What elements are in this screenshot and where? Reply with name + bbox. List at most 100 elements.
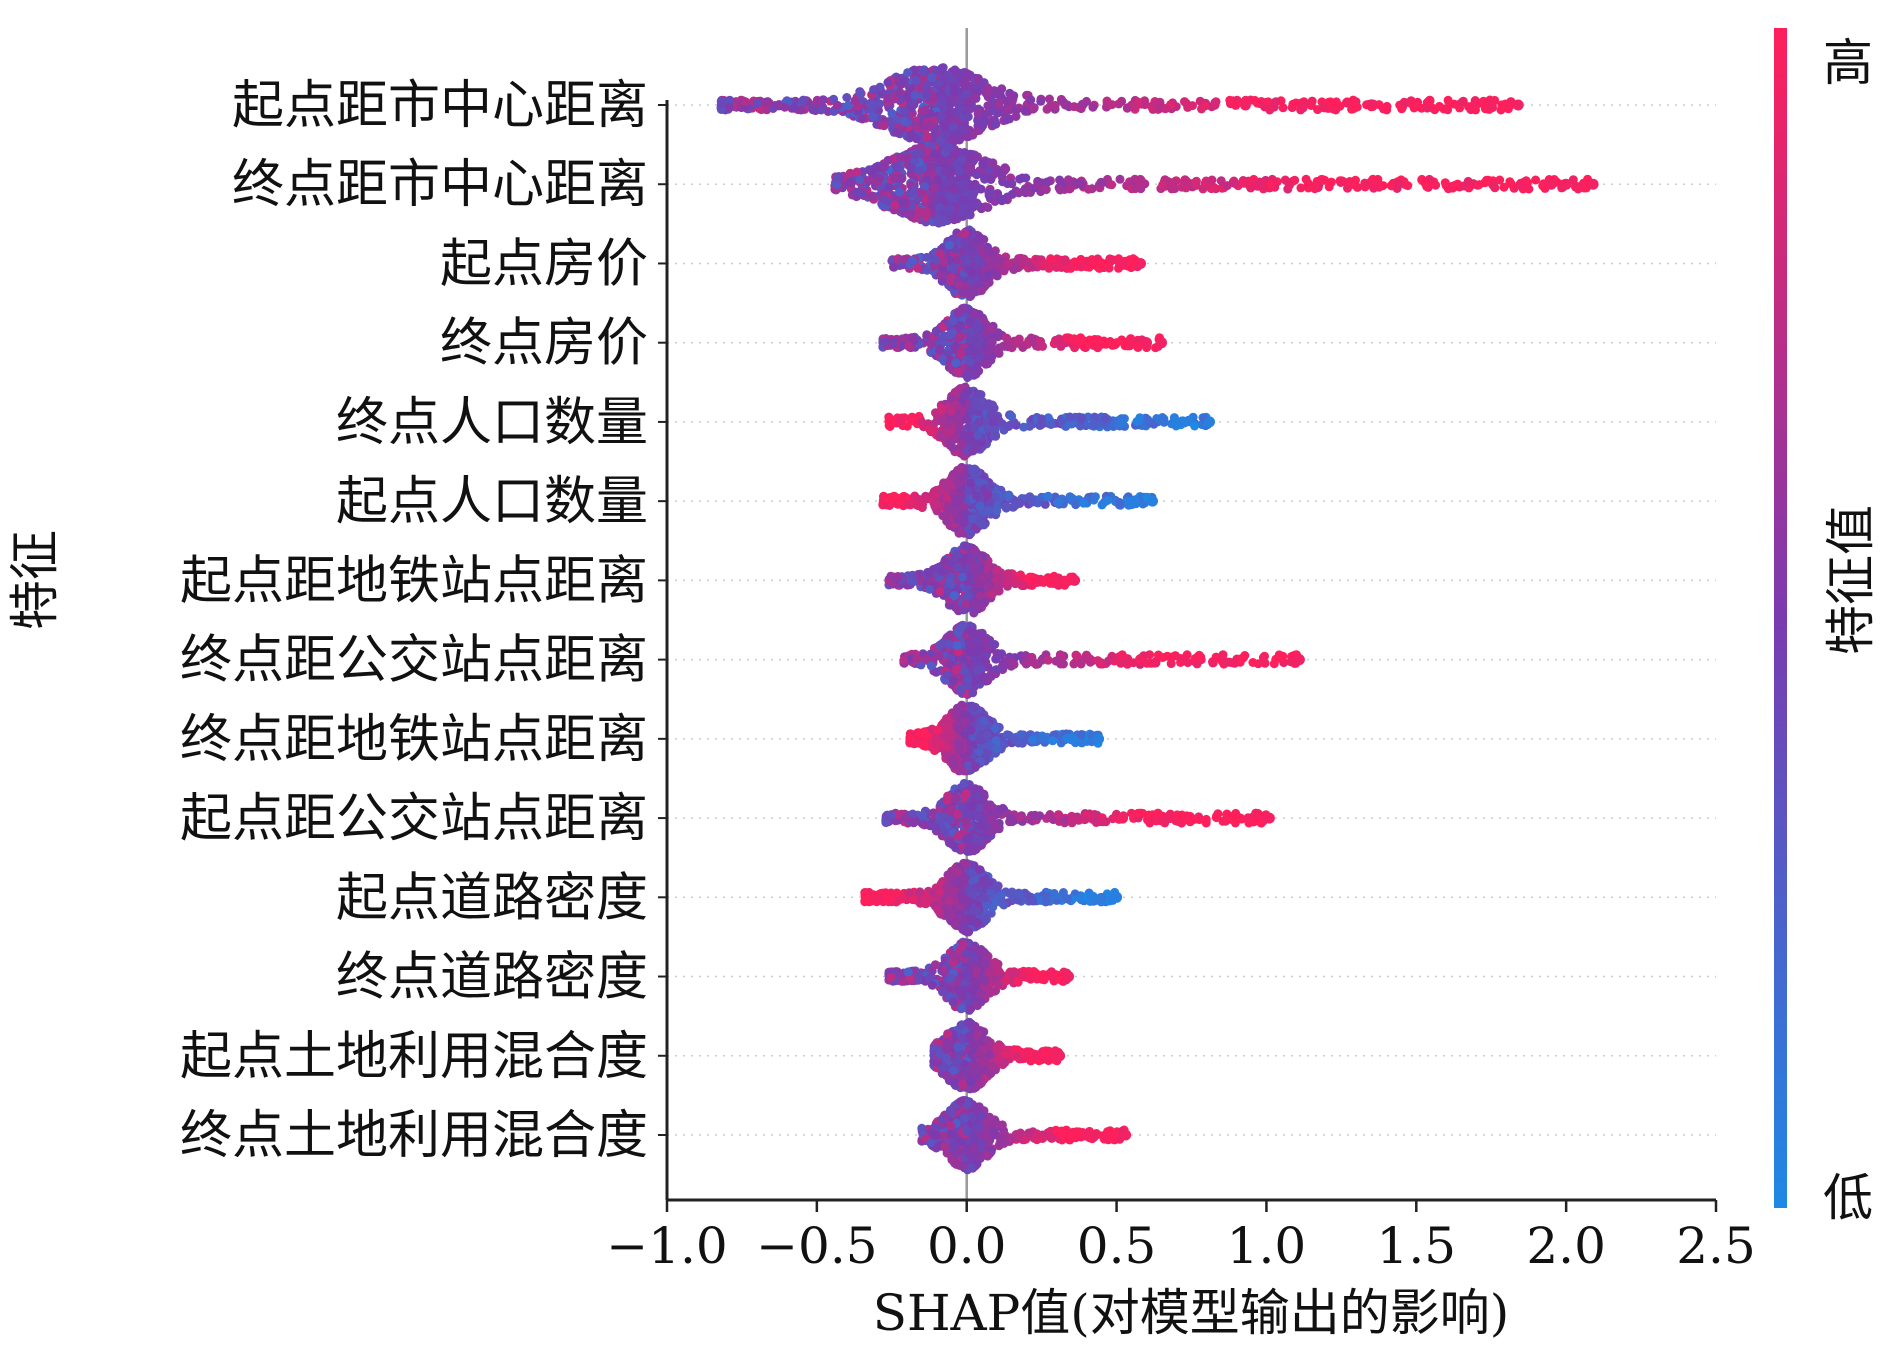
shap-point (944, 576, 954, 586)
shap-point (953, 307, 963, 317)
shap-point (892, 76, 902, 86)
shap-point (867, 191, 877, 201)
shap-point (1149, 658, 1159, 668)
shap-point (991, 431, 1000, 441)
shap-point (949, 136, 959, 146)
shap-point (1050, 100, 1060, 110)
shap-point (990, 413, 1000, 423)
shap-point (1029, 103, 1039, 113)
shap-point (922, 252, 932, 262)
shap-outlier-point (1117, 257, 1129, 269)
shap-point (1132, 341, 1142, 351)
shap-point (894, 415, 904, 425)
shap-point (942, 670, 952, 680)
points-layer (716, 63, 1599, 1175)
shap-point (939, 256, 949, 266)
shap-point (1378, 181, 1388, 191)
shap-point (991, 119, 1001, 129)
shap-point (967, 181, 977, 191)
shap-point (889, 339, 899, 349)
shap-point (995, 194, 1005, 203)
shap-point (953, 550, 962, 560)
shap-point (962, 387, 972, 397)
shap-point (951, 358, 961, 368)
shap-point (929, 149, 939, 159)
shap-point (1064, 184, 1074, 194)
shap-outlier-point (1204, 416, 1215, 428)
shap-point (973, 322, 983, 331)
shap-point (1307, 96, 1317, 106)
shap-point (986, 175, 996, 184)
shap-point (1117, 417, 1127, 427)
shap-point (948, 443, 958, 453)
shap-point (961, 414, 971, 424)
shap-point (922, 265, 932, 275)
shap-point (1042, 177, 1052, 187)
shap-point (934, 78, 943, 88)
shap-point (1531, 175, 1541, 185)
shap-point (869, 85, 879, 95)
shap-point (1009, 659, 1019, 669)
shap-outlier-point (1515, 178, 1527, 190)
shap-point (954, 332, 964, 342)
shap-point (1117, 336, 1127, 346)
shap-point (929, 94, 939, 104)
shap-point (1362, 179, 1372, 189)
shap-point (1216, 176, 1226, 186)
shap-point (908, 577, 918, 587)
shap-point (773, 101, 783, 111)
shap-point (887, 119, 897, 129)
shap-point (1159, 417, 1169, 427)
shap-point (1168, 180, 1178, 190)
shap-point (983, 424, 993, 433)
shap-point (917, 417, 927, 427)
shap-point (1089, 258, 1099, 268)
shap-point (865, 175, 875, 185)
shap-point (1207, 175, 1217, 185)
shap-point (965, 326, 975, 336)
shap-point (951, 665, 961, 674)
shap-point (899, 117, 909, 126)
shap-point (1420, 178, 1430, 188)
shap-point (1200, 101, 1210, 111)
shap-point (1489, 181, 1499, 191)
shap-point (1153, 650, 1163, 660)
shap-point (1002, 114, 1012, 124)
shap-point (845, 168, 855, 178)
shap-point (1076, 262, 1086, 272)
shap-point (936, 416, 946, 425)
shap-point (976, 519, 986, 528)
shap-point (911, 75, 921, 85)
shap-point (960, 228, 970, 238)
shap-point (1324, 182, 1334, 192)
shap-point (957, 572, 967, 582)
shap-outlier-point (1135, 257, 1146, 269)
shap-point (844, 100, 853, 110)
shap-point (889, 262, 898, 272)
shap-point (943, 142, 953, 152)
shap-point (1284, 178, 1294, 188)
shap-point (1180, 175, 1190, 185)
shap-point (796, 105, 806, 115)
shap-point (1021, 106, 1031, 116)
shap-point (1265, 105, 1275, 115)
shap-point (1180, 97, 1189, 107)
shap-point (974, 645, 984, 654)
shap-point (887, 578, 897, 588)
shap-point (922, 82, 931, 92)
shap-point (1063, 175, 1073, 185)
shap-point (944, 639, 954, 649)
shap-point (879, 162, 889, 172)
shap-point (922, 131, 932, 141)
shap-point (1045, 94, 1054, 104)
shap-point (923, 567, 933, 577)
shap-point (980, 117, 990, 127)
shap-point (1018, 343, 1028, 352)
shap-point (1255, 177, 1265, 187)
shap-point (1271, 654, 1281, 664)
shap-point (1444, 97, 1454, 107)
shap-point (963, 676, 973, 686)
shap-point (903, 499, 913, 509)
shap-point (883, 93, 893, 103)
shap-point (912, 654, 922, 664)
